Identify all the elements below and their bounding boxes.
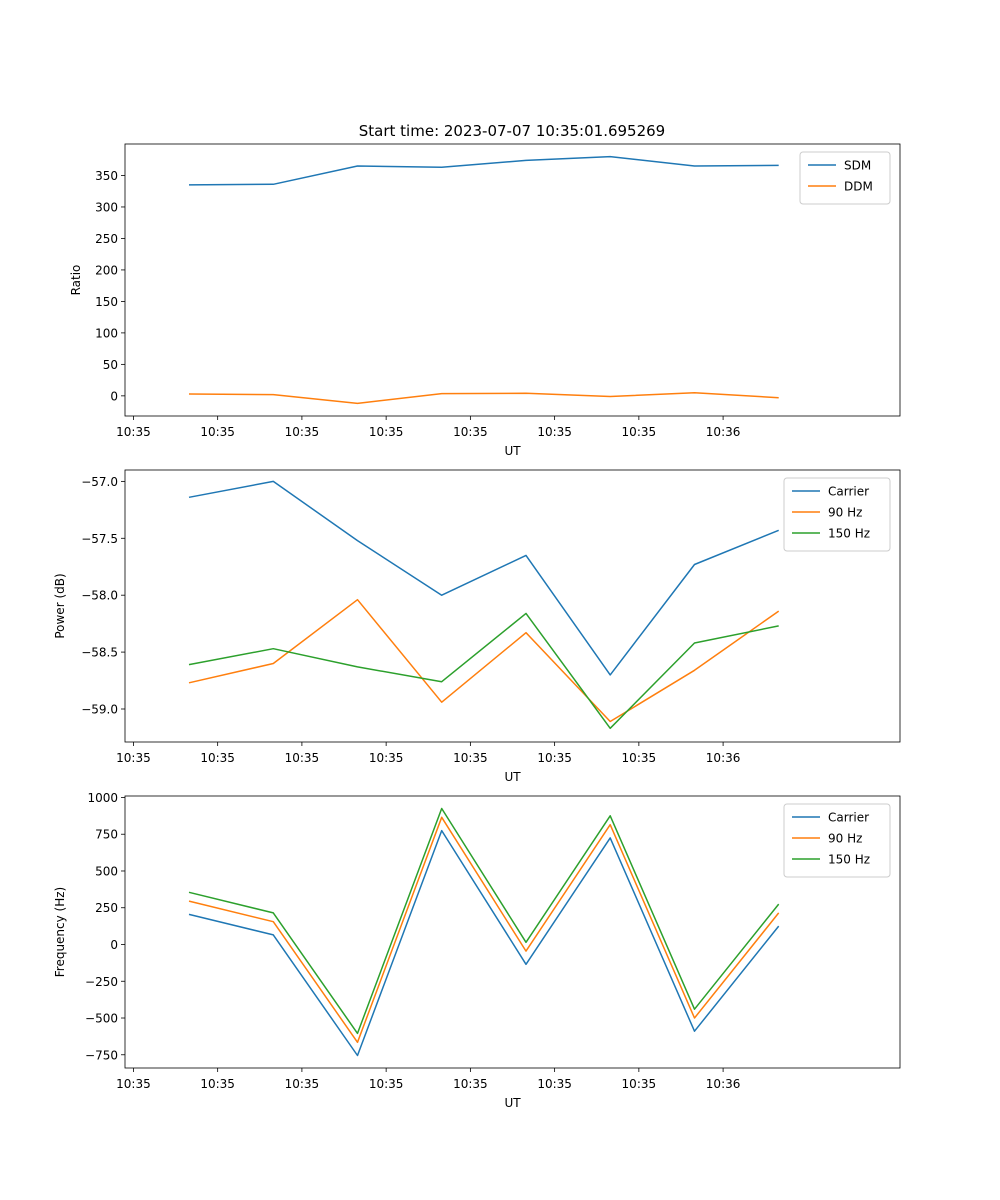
- legend: SDM DDM: [799, 151, 891, 205]
- y-axis-label: Frequency (Hz): [53, 887, 67, 978]
- x-tick-label: 10:35: [537, 751, 572, 765]
- y-tick-label: 350: [95, 169, 118, 183]
- x-tick-label: 10:35: [116, 1077, 151, 1091]
- x-tick-label: 10:35: [622, 425, 657, 439]
- y-tick-label: 250: [95, 901, 118, 915]
- y-tick-label: −250: [85, 975, 118, 989]
- y-axis-label: Power (dB): [53, 573, 67, 638]
- y-tick-label: 300: [95, 200, 118, 214]
- series-line-150-hz: [188, 612, 779, 730]
- x-tick-label: 10:35: [116, 425, 151, 439]
- chart-panel-3: 10:35 10:35 10:35 10:35 10:35 10:35 10:35 10:36…: [53, 791, 901, 1110]
- plot-frame: [124, 143, 901, 417]
- legend-label: 150 Hz: [828, 527, 870, 541]
- x-tick-label: 10:36: [706, 1077, 741, 1091]
- x-tick-label: 10:36: [706, 425, 741, 439]
- x-axis-label: UT: [504, 770, 521, 784]
- x-axis-label: UT: [504, 1096, 521, 1110]
- y-tick-label: −58.5: [81, 646, 118, 660]
- y-tick-label: −57.5: [81, 532, 118, 546]
- y-tick-label: 150: [95, 295, 118, 309]
- x-tick-label: 10:35: [200, 751, 235, 765]
- y-tick-label: 250: [95, 232, 118, 246]
- x-axis-label: UT: [504, 444, 521, 458]
- x-tick-label: 10:35: [537, 1077, 572, 1091]
- y-tick-label: 200: [95, 263, 118, 277]
- figure-title: Start time: 2023-07-07 10:35:01.695269: [359, 122, 665, 140]
- x-tick-label: 10:35: [285, 1077, 320, 1091]
- series-line-ddm: [188, 391, 779, 405]
- series-line-carrier: [188, 480, 779, 676]
- x-tick-label: 10:35: [285, 751, 320, 765]
- x-tick-label: 10:35: [453, 1077, 488, 1091]
- y-tick-label: −500: [85, 1012, 118, 1026]
- y-tick-label: −750: [85, 1048, 118, 1062]
- y-tick-label: 50: [103, 358, 118, 372]
- y-axis-label: Ratio: [69, 265, 83, 296]
- legend-label: 90 Hz: [828, 506, 862, 520]
- x-tick-label: 10:35: [453, 751, 488, 765]
- y-tick-label: 1000: [87, 791, 118, 805]
- series-line-90-hz: [188, 598, 780, 723]
- legend-label: SDM: [844, 159, 871, 173]
- chart-panel-2: 10:35 10:35 10:35 10:35 10:35 10:35 10:35 10:36…: [53, 469, 901, 784]
- y-tick-label: 100: [95, 326, 118, 340]
- x-tick-label: 10:35: [369, 425, 404, 439]
- legend: Carrier 90 Hz 150 Hz: [783, 477, 891, 552]
- y-tick-label: −58.0: [81, 589, 118, 603]
- x-tick-label: 10:35: [200, 1077, 235, 1091]
- plot-frame: [124, 795, 901, 1069]
- plot-frame: [124, 469, 901, 743]
- y-tick-label: 500: [95, 864, 118, 878]
- chart-panels: 10:35 10:35 10:35 10:35 10:35 10:35 10:35 10:36…: [53, 143, 901, 1110]
- x-tick-label: 10:35: [453, 425, 488, 439]
- y-tick-label: 750: [95, 828, 118, 842]
- y-tick-label: −59.0: [81, 702, 118, 716]
- x-tick-label: 10:35: [369, 1077, 404, 1091]
- series-line-150-hz: [188, 807, 780, 1035]
- x-tick-label: 10:35: [285, 425, 320, 439]
- y-tick-label: −57.0: [81, 475, 118, 489]
- chart-panel-1: 10:35 10:35 10:35 10:35 10:35 10:35 10:35 10:36…: [69, 143, 901, 458]
- legend-label: Carrier: [828, 485, 869, 499]
- legend-label: 90 Hz: [828, 832, 862, 846]
- legend-label: Carrier: [828, 811, 869, 825]
- legend-label: DDM: [844, 180, 873, 194]
- series-line-sdm: [188, 155, 779, 186]
- legend: Carrier 90 Hz 150 Hz: [783, 803, 891, 878]
- x-tick-label: 10:35: [622, 751, 657, 765]
- x-tick-label: 10:35: [369, 751, 404, 765]
- series-line-carrier: [188, 829, 780, 1057]
- x-tick-label: 10:36: [706, 751, 741, 765]
- series-line-90-hz: [188, 816, 780, 1044]
- legend-label: 150 Hz: [828, 853, 870, 867]
- y-tick-label: 0: [110, 389, 118, 403]
- x-tick-label: 10:35: [622, 1077, 657, 1091]
- x-tick-label: 10:35: [537, 425, 572, 439]
- x-tick-label: 10:35: [200, 425, 235, 439]
- y-tick-label: 0: [110, 938, 118, 952]
- x-tick-label: 10:35: [116, 751, 151, 765]
